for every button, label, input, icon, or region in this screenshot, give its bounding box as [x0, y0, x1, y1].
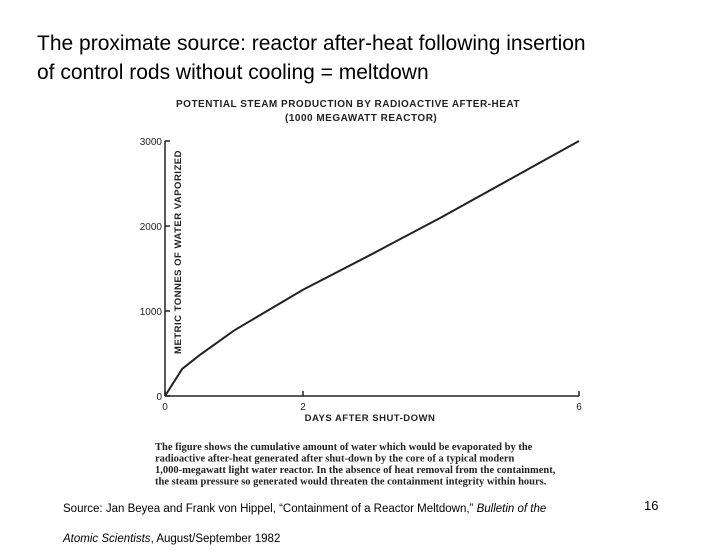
y-tick-label: 3000 — [140, 137, 163, 148]
source-note: Source: Jan Beyea and Frank von Hippel, … — [63, 494, 583, 554]
caption-line: the steam pressure so generated would th… — [155, 477, 547, 488]
y-tick-label: 2000 — [140, 222, 163, 233]
caption: The figure shows the cumulative amount o… — [155, 442, 556, 488]
caption-line: 1,000-megawatt light water reactor. In t… — [155, 465, 556, 476]
slide-graphics: The proximate source: reactor after-heat… — [37, 32, 586, 488]
source-part: , August/September 1982 — [150, 533, 281, 545]
caption-line: The figure shows the cumulative amount o… — [155, 442, 533, 453]
y-tick-label: 0 — [156, 392, 162, 403]
data-line — [164, 140, 580, 397]
x-axis-label: DAYS AFTER SHUT-DOWN — [305, 413, 436, 424]
page-number: 16 — [644, 498, 659, 513]
chart-title: POTENTIAL STEAM PRODUCTION BY RADIOACTIV… — [176, 99, 520, 110]
slide-title-line: of control rods without cooling = meltdo… — [37, 61, 429, 84]
y-axis-label: METRIC TONNES OF WATER VAPORIZED — [173, 150, 184, 354]
x-tick-label: 6 — [576, 402, 582, 413]
source-part: Source: Jan Beyea and Frank von Hippel, … — [63, 503, 477, 515]
slide: {"title_lines": ["The proximate source: … — [37, 32, 659, 545]
slide-title-line: The proximate source: reactor after-heat… — [37, 32, 586, 55]
x-tick-label: 2 — [300, 402, 306, 413]
y-tick-label: 1000 — [140, 307, 163, 318]
x-tick-label: 0 — [162, 402, 168, 413]
chart-subtitle: (1000 MEGAWATT REACTOR) — [285, 113, 437, 124]
caption-line: radioactive after-heat generated after s… — [155, 454, 515, 465]
